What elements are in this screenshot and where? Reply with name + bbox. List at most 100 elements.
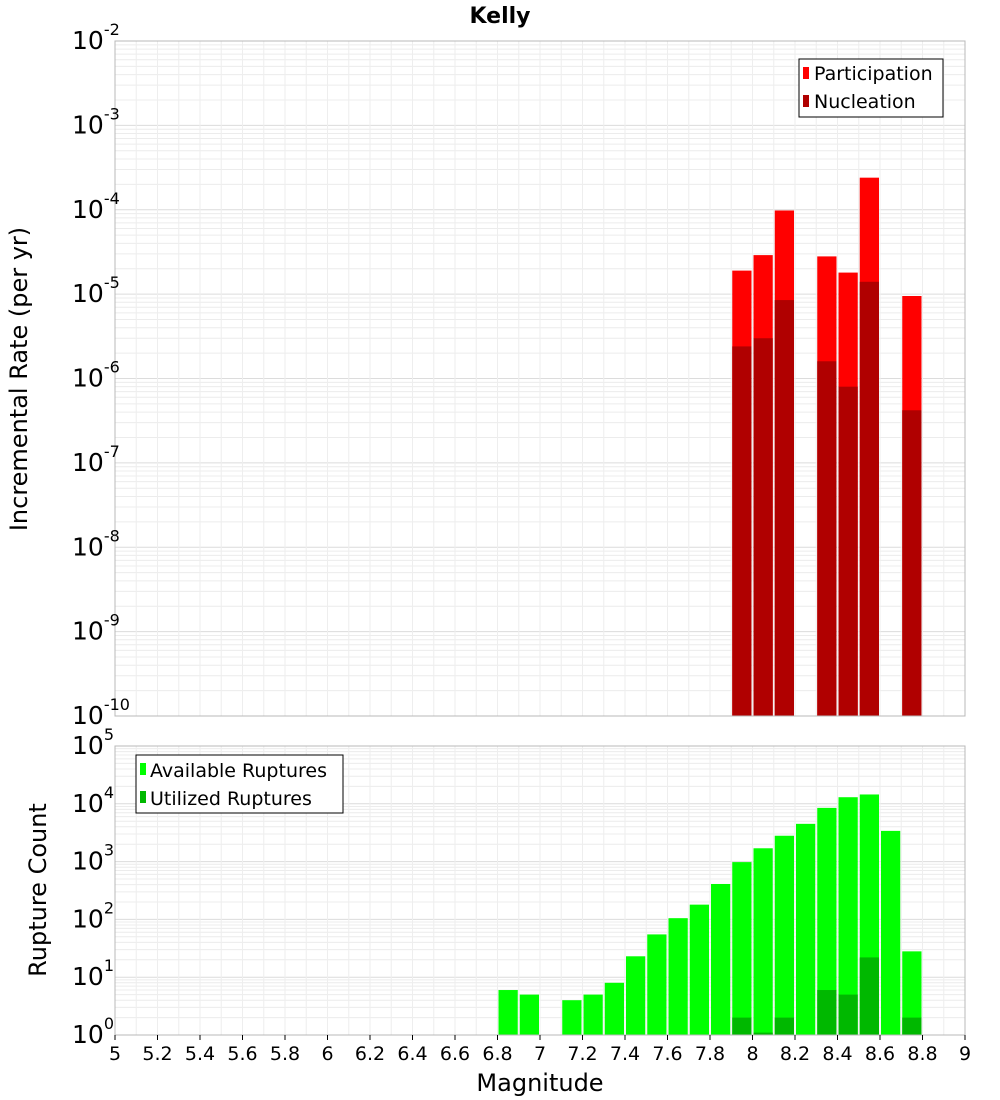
count-y-tick-label: 100: [72, 1014, 114, 1049]
available-legend-label: Available Ruptures: [150, 760, 327, 782]
available-ruptures-bar: [583, 994, 603, 1035]
available-ruptures-bar: [838, 797, 858, 1035]
rate-plot-frame: [114, 40, 966, 717]
utilized-ruptures-bar: [774, 1017, 794, 1035]
x-tick-label: 7.2: [567, 1043, 597, 1065]
x-tick-label: 9: [959, 1043, 971, 1065]
available-ruptures-bar: [732, 862, 752, 1035]
count-y-tick-exponent: 1: [104, 956, 114, 975]
x-tick-label: 6.6: [440, 1043, 470, 1065]
rate-legend-box: [798, 58, 944, 118]
x-tick-label: 6: [321, 1043, 333, 1065]
nucleation-bar: [838, 386, 858, 716]
rate-y-tick-label: 10-8: [72, 526, 120, 561]
rate-y-tick-exponent: -8: [104, 526, 120, 545]
available-ruptures-bar: [519, 994, 539, 1035]
available-legend-swatch: [140, 763, 146, 775]
count-y-tick-exponent: 0: [104, 1014, 114, 1033]
x-tick-label: 7.6: [652, 1043, 682, 1065]
x-tick-label: 8.8: [907, 1043, 937, 1065]
x-tick-label: 5.2: [142, 1043, 172, 1065]
count-y-tick-exponent: 3: [104, 841, 114, 860]
available-ruptures-bar: [647, 934, 667, 1035]
utilized-ruptures-bar: [732, 1017, 752, 1035]
count-y-tick-label: 102: [72, 898, 114, 933]
rate-y-tick-exponent: -9: [104, 611, 120, 630]
x-tick-label: 8.4: [822, 1043, 852, 1065]
utilized-ruptures-bar: [838, 994, 858, 1035]
count-y-axis-label: Rupture Count: [24, 803, 52, 977]
rate-y-tick-exponent: -3: [104, 104, 120, 123]
participation-legend-swatch: [803, 67, 809, 79]
utilized-ruptures-bar: [902, 1017, 922, 1035]
nucleation-bar: [817, 361, 837, 716]
rate-panel: 10-2 10-3 10-4 10-5 10-6 10-7 10-8 10-9 10-10 In…: [5, 20, 966, 730]
rate-gridlines: [114, 41, 966, 717]
utilized-ruptures-bar: [859, 957, 879, 1035]
count-y-tick-exponent: 2: [104, 898, 114, 917]
count-y-tick-exponent: 4: [104, 783, 114, 802]
nucleation-bar: [753, 338, 773, 716]
x-tick-label: 8.2: [780, 1043, 810, 1065]
available-ruptures-bar: [774, 835, 794, 1035]
x-tick-label: 6.2: [355, 1043, 385, 1065]
available-ruptures-bar: [668, 918, 688, 1035]
utilized-ruptures-bar: [753, 1032, 773, 1035]
x-axis-label: Magnitude: [476, 1069, 603, 1097]
chart-title: Kelly: [469, 4, 530, 29]
rate-y-tick-label: 10-7: [72, 442, 120, 477]
x-tick-label: 5.8: [270, 1043, 300, 1065]
count-y-tick-exponent: 5: [104, 725, 114, 744]
rate-y-tick-label: 10-4: [72, 189, 120, 224]
nucleation-legend-swatch: [803, 95, 809, 107]
rate-y-tick-label: 10-10: [72, 695, 130, 730]
available-ruptures-bar: [604, 982, 624, 1035]
x-tick-label: 7.8: [695, 1043, 725, 1065]
available-ruptures-bar: [881, 830, 901, 1035]
available-ruptures-bar: [711, 883, 731, 1035]
rate-legend: Participation Nucleation: [798, 58, 944, 118]
participation-legend-label: Participation: [814, 63, 933, 85]
x-tick-label: 6.4: [397, 1043, 427, 1065]
available-ruptures-bar: [562, 1000, 582, 1035]
rate-y-tick-exponent: -6: [104, 358, 120, 377]
count-y-tick-label: 103: [72, 841, 114, 876]
rate-y-axis-label: Incremental Rate (per yr): [5, 227, 33, 531]
count-y-tick-label: 101: [72, 956, 114, 991]
x-tick-label: 8: [746, 1043, 758, 1065]
available-ruptures-bar: [753, 848, 773, 1035]
available-ruptures-bar: [689, 904, 709, 1035]
rate-bars: [732, 177, 922, 716]
x-tick-label: 8.6: [865, 1043, 895, 1065]
rate-y-tick-exponent: -4: [104, 189, 120, 208]
x-tick-label: 6.8: [482, 1043, 512, 1065]
rate-y-tick-exponent: -5: [104, 273, 120, 292]
rate-y-tick-label: 10-2: [72, 20, 120, 55]
x-tick-label: 5.4: [185, 1043, 215, 1065]
available-ruptures-bar: [902, 951, 922, 1035]
rate-y-tick-exponent: -2: [104, 20, 120, 39]
nucleation-bar: [902, 410, 922, 716]
available-ruptures-bar: [498, 990, 518, 1035]
rate-y-tick-label: 10-6: [72, 358, 120, 393]
utilized-legend-label: Utilized Ruptures: [150, 788, 312, 810]
x-tick-label: 5: [109, 1043, 121, 1065]
rate-y-tick-label: 10-9: [72, 611, 120, 646]
nucleation-bar: [859, 281, 879, 716]
rate-y-tick-label: 10-3: [72, 104, 120, 139]
count-legend-box: [135, 754, 344, 814]
nucleation-legend-label: Nucleation: [814, 91, 916, 113]
magnitude-x-ticks: 5 5.2 5.4 5.6 5.8 6 6.2 6.4 6.6 6.8 7 7.2 7.4 7.6 7.8 8…: [109, 1035, 971, 1065]
rate-y-tick-exponent: -10: [104, 695, 130, 714]
available-ruptures-bar: [817, 807, 837, 1035]
x-tick-label: 5.6: [227, 1043, 257, 1065]
rate-y-ticks: 10-2 10-3 10-4 10-5 10-6 10-7 10-8 10-9 10-10: [72, 20, 130, 730]
nucleation-bar: [774, 300, 794, 716]
utilized-legend-swatch: [140, 791, 146, 803]
count-bars: [498, 794, 922, 1035]
nucleation-bar: [732, 346, 752, 716]
utilized-ruptures-bar: [817, 990, 837, 1035]
